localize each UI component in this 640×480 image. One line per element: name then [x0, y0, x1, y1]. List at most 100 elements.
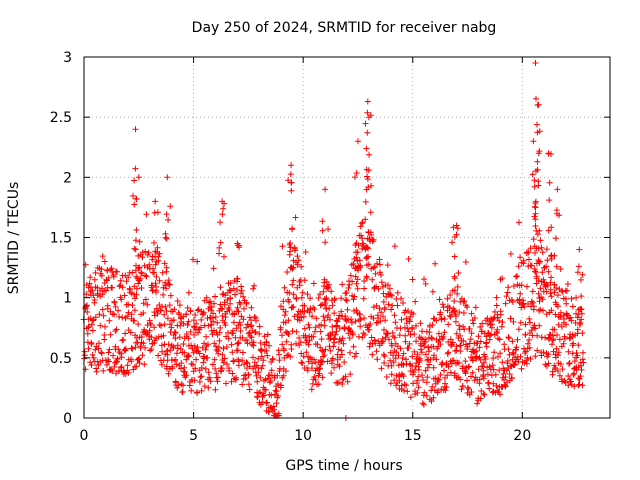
data-point	[290, 303, 297, 310]
data-point	[577, 373, 584, 380]
data-point	[369, 276, 376, 283]
data-point	[422, 336, 429, 343]
data-point	[287, 353, 294, 360]
data-point	[576, 381, 583, 388]
data-point	[517, 254, 524, 261]
data-point	[268, 367, 275, 374]
data-point	[345, 285, 352, 291]
data-point	[307, 295, 314, 302]
data-point	[504, 289, 511, 296]
data-point	[309, 380, 316, 387]
data-point	[570, 371, 577, 378]
data-point	[215, 350, 222, 357]
data-point	[170, 343, 177, 350]
data-point	[126, 285, 133, 292]
data-point	[442, 387, 449, 394]
data-point	[162, 234, 169, 241]
data-point	[234, 304, 241, 311]
data-point	[315, 381, 322, 388]
data-point	[165, 370, 172, 377]
data-point	[167, 321, 173, 328]
data-point	[342, 296, 349, 303]
data-point	[573, 350, 580, 356]
data-point	[306, 337, 313, 344]
data-point	[95, 345, 102, 352]
data-point	[516, 219, 522, 226]
data-point	[460, 338, 467, 344]
data-point	[367, 321, 374, 327]
data-point	[255, 355, 262, 362]
data-point	[254, 378, 261, 385]
data-point	[351, 293, 358, 300]
data-point	[260, 357, 267, 364]
data-point	[413, 360, 420, 367]
data-point	[445, 363, 452, 370]
data-point	[578, 293, 585, 300]
data-point	[183, 311, 190, 318]
data-point	[398, 316, 405, 323]
data-point	[536, 227, 543, 234]
data-point	[269, 355, 276, 362]
data-point	[364, 244, 371, 251]
data-point	[264, 352, 271, 359]
data-point	[286, 289, 293, 296]
data-point	[243, 359, 250, 366]
data-point	[576, 319, 583, 326]
data-point	[131, 177, 138, 184]
data-point	[440, 304, 447, 311]
data-point	[331, 364, 337, 371]
data-point	[89, 351, 96, 358]
data-point	[390, 359, 397, 366]
data-point	[497, 391, 503, 398]
data-point	[99, 306, 106, 313]
data-point	[366, 326, 373, 333]
data-point	[445, 349, 452, 356]
data-point	[89, 327, 96, 334]
data-point	[566, 360, 572, 367]
data-point	[444, 372, 451, 379]
data-point	[172, 335, 179, 342]
data-point	[185, 352, 192, 359]
data-point	[556, 286, 563, 293]
data-point	[198, 387, 205, 394]
data-point	[220, 205, 227, 212]
data-point	[443, 384, 450, 391]
data-point	[415, 373, 422, 380]
data-point	[505, 335, 512, 342]
data-point	[317, 328, 324, 335]
data-point	[250, 354, 256, 361]
data-point	[132, 344, 139, 351]
data-point	[462, 259, 469, 265]
data-point	[376, 261, 383, 268]
data-point	[441, 316, 448, 322]
data-point	[548, 293, 555, 300]
data-point	[312, 328, 318, 335]
data-point	[579, 356, 586, 363]
data-point	[378, 365, 385, 372]
data-point	[113, 326, 120, 333]
data-point	[216, 244, 223, 251]
data-point	[136, 264, 143, 271]
data-point	[131, 201, 138, 208]
data-point	[197, 374, 204, 381]
data-point	[176, 302, 183, 309]
data-point	[525, 301, 531, 307]
data-point	[325, 226, 332, 233]
data-point	[184, 322, 191, 328]
data-point	[535, 150, 542, 157]
data-point	[365, 184, 372, 191]
data-point	[545, 360, 552, 367]
data-point	[326, 305, 333, 312]
data-point	[212, 343, 219, 350]
data-point	[217, 219, 224, 226]
data-point	[563, 311, 570, 318]
data-point	[273, 400, 280, 407]
data-point	[208, 321, 215, 328]
data-point	[480, 375, 487, 382]
data-point	[313, 315, 320, 322]
data-point	[544, 257, 551, 264]
data-point	[296, 282, 303, 289]
data-point	[465, 386, 472, 392]
data-point	[431, 352, 437, 359]
data-point	[405, 328, 412, 335]
